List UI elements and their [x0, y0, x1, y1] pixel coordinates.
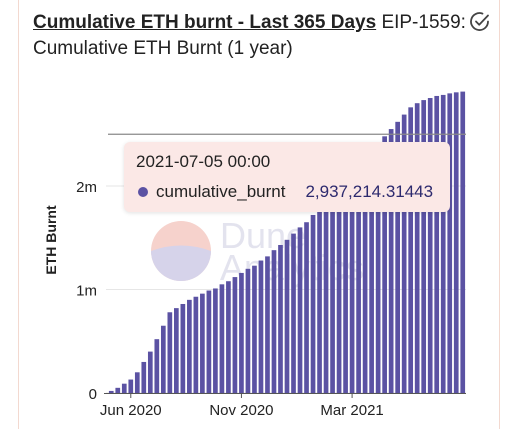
- bar: [252, 265, 257, 393]
- bar: [187, 299, 192, 393]
- bar: [200, 293, 205, 393]
- bar: [362, 158, 368, 393]
- x-tick-label: Mar 2021: [320, 402, 383, 419]
- bar: [206, 290, 212, 393]
- bar: [154, 339, 160, 393]
- chart-title-link[interactable]: Cumulative ETH burnt - Last 365 Days: [33, 12, 377, 33]
- bar: [232, 277, 238, 393]
- bar: [219, 284, 225, 393]
- bar: [180, 303, 186, 393]
- bar: [167, 312, 173, 393]
- bar: [317, 207, 322, 393]
- bar: [304, 222, 309, 393]
- bar: [388, 129, 394, 393]
- tooltip-date: 2021-07-05 00:00: [136, 152, 271, 171]
- x-tick-label: Jun 2020: [100, 402, 162, 419]
- bar: [141, 361, 147, 393]
- bar: [401, 114, 407, 394]
- chart-card: [18, 0, 500, 429]
- bar: [265, 256, 270, 393]
- y-tick-label: 2m: [76, 179, 97, 196]
- chart-subtitle: EIP-1559: Cumulative ETH Burnt (1 year): [33, 12, 466, 59]
- bar: [245, 268, 251, 393]
- bar: [414, 103, 420, 393]
- y-tick-label: 0: [89, 386, 97, 403]
- bar: [440, 94, 446, 394]
- bar: [258, 260, 264, 393]
- tooltip-series-name: cumulative_burnt: [156, 182, 286, 201]
- bar: [343, 177, 348, 393]
- bar: [408, 107, 414, 393]
- bar: [134, 372, 140, 393]
- bar: [427, 98, 433, 394]
- bar: [115, 387, 121, 393]
- bar: [297, 227, 303, 393]
- bar: [108, 390, 114, 393]
- check-circle-icon[interactable]: [468, 10, 492, 34]
- y-tick-label: 1m: [76, 283, 97, 300]
- x-tick-label: Nov 2020: [209, 402, 273, 419]
- bar: [160, 325, 166, 393]
- bars-layer: [108, 91, 466, 394]
- bar: [447, 93, 453, 394]
- bar: [330, 193, 335, 393]
- bar: [369, 150, 374, 393]
- tooltip-value: 2,937,214.31443: [305, 182, 434, 201]
- bar: [395, 121, 400, 393]
- bar: [434, 95, 440, 393]
- series-color-dot: [138, 187, 148, 197]
- bar: [174, 308, 179, 393]
- bar: [278, 244, 283, 393]
- bar: [453, 92, 459, 394]
- bar: [356, 165, 361, 393]
- bar: [239, 272, 244, 393]
- bar: [226, 281, 231, 393]
- bar: [382, 136, 387, 393]
- bar: [193, 296, 199, 393]
- bar: [271, 250, 277, 393]
- axis-layer: 0 1m 2m Jun 2020 Nov 2020 Mar 2021: [76, 179, 466, 419]
- y-axis-label: ETH Burnt: [43, 205, 59, 275]
- bar: [291, 233, 296, 393]
- bar: [336, 186, 342, 393]
- bar: [284, 239, 290, 393]
- bar: [310, 214, 316, 393]
- bar: [349, 171, 355, 393]
- bar: [460, 91, 466, 393]
- bar: [147, 351, 153, 393]
- bar: [375, 144, 381, 393]
- bar: [213, 288, 218, 393]
- bar: [323, 200, 329, 393]
- bar: [121, 383, 127, 393]
- bar: [421, 100, 427, 393]
- chart-tooltip: 2021-07-05 00:00 cumulative_burnt 2,937,…: [124, 142, 450, 212]
- chart-header: Cumulative ETH burnt - Last 365 Days EIP…: [33, 10, 473, 62]
- bar: [128, 379, 134, 393]
